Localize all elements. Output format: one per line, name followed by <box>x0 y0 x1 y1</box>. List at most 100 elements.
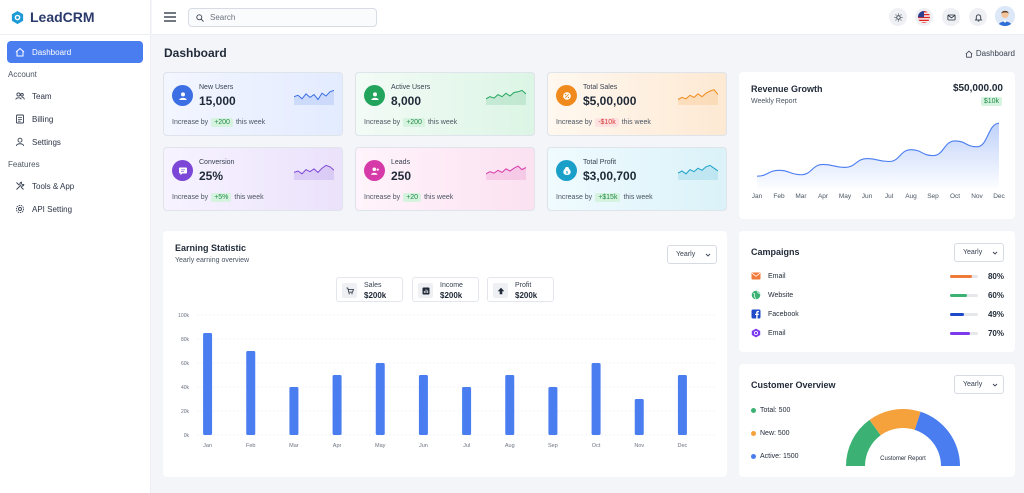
period-select[interactable]: Yearly <box>667 245 717 264</box>
sidebar-item-dashboard[interactable]: Dashboard <box>7 41 143 63</box>
x-tick-label: Mar <box>289 443 299 449</box>
icon-badge <box>364 160 385 181</box>
x-tick-label: Apr <box>333 443 342 449</box>
sparkline-area <box>678 165 718 180</box>
search-input[interactable] <box>210 13 370 22</box>
sparkline-area <box>294 90 334 105</box>
bar <box>462 387 472 435</box>
stat-footer-prefix: Increase by <box>172 194 209 201</box>
active-users-icon <box>370 91 379 100</box>
summary-value: $200k <box>515 291 538 300</box>
progress-track <box>950 332 978 335</box>
notifications-button[interactable] <box>969 8 987 26</box>
icon-badge <box>172 85 193 106</box>
y-tick-label: 80k <box>181 337 190 343</box>
stat-card-active-users[interactable]: Active Users 8,000 Increase by +200 this wee… <box>355 72 535 136</box>
stat-footer: Increase by +$15k this week <box>556 193 653 202</box>
sparkline-line <box>294 89 334 101</box>
sidebar-item-label: Tools & App <box>32 181 75 191</box>
campaign-row: Email 70% <box>751 328 1004 340</box>
sparkline-area <box>294 165 334 180</box>
delta-badge: +$15k <box>595 193 621 202</box>
stat-card-conversion[interactable]: Conversion 25% Increase by +5% this week <box>163 147 343 211</box>
campaign-percent: 70% <box>987 329 1004 338</box>
sidebar-item-label: Billing <box>32 114 54 124</box>
icon-badge <box>556 85 577 106</box>
breadcrumb[interactable]: Dashboard <box>965 49 1015 58</box>
campaign-label: Website <box>768 292 794 299</box>
stat-card-new-users[interactable]: New Users 15,000 Increase by +200 this week <box>163 72 343 136</box>
y-tick-label: 20k <box>181 409 190 415</box>
divider <box>0 34 151 35</box>
x-tick-label: May <box>839 193 852 200</box>
campaign-percent: 49% <box>987 310 1004 319</box>
topbar <box>152 0 1024 35</box>
stat-footer: Increase by +5% this week <box>172 193 264 202</box>
progress-track <box>950 294 978 297</box>
bar <box>677 375 687 435</box>
sparkline-line <box>486 165 526 175</box>
delta-badge: +200 <box>211 118 233 127</box>
legend-item-active: Active: 1500 <box>751 453 799 460</box>
stat-card-total-sales[interactable]: Total Sales $5,00,000 Increase by -$10k this… <box>547 72 727 136</box>
sidebar-item-team[interactable]: Team <box>7 85 143 107</box>
stat-footer-suffix: this week <box>623 194 653 201</box>
sidebar-item-tools[interactable]: Tools & App <box>7 175 143 197</box>
x-tick-label: Oct <box>592 443 601 449</box>
home-icon <box>15 47 25 57</box>
period-select[interactable]: Yearly <box>954 375 1004 394</box>
email-icon <box>751 328 761 338</box>
home-icon <box>965 50 973 58</box>
stat-label: Leads <box>391 159 411 166</box>
sidebar: LeadCRM Dashboard Account Team Billing S… <box>0 0 151 493</box>
theme-toggle-button[interactable] <box>889 8 907 26</box>
x-tick-label: Aug <box>505 443 515 449</box>
y-tick-label: 0k <box>184 433 190 439</box>
avatar[interactable] <box>995 6 1015 26</box>
bar <box>332 375 342 435</box>
x-tick-label: Aug <box>905 193 917 200</box>
y-tick-label: 100k <box>178 313 189 319</box>
chevron-down-icon <box>992 251 998 255</box>
page-title: Dashboard <box>164 46 227 60</box>
stat-card-leads[interactable]: Leads 250 Increase by +20 this week <box>355 147 535 211</box>
menu-icon[interactable] <box>164 12 176 22</box>
sidebar-item-settings[interactable]: Settings <box>7 131 143 153</box>
sparkline-line <box>678 164 718 175</box>
progress-track <box>950 275 978 278</box>
x-tick-label: Sep <box>927 193 939 200</box>
stat-label: Conversion <box>199 159 235 166</box>
x-tick-label: Sep <box>548 443 558 449</box>
revenue-area-chart: Jan Feb Mar Apr May Jun Jul Aug Sep Oct Nov Dec <box>752 122 1006 200</box>
breadcrumb-label: Dashboard <box>975 49 1015 58</box>
revenue-badge: $10k <box>980 97 1002 106</box>
app-name: LeadCRM <box>30 9 95 25</box>
messages-button[interactable] <box>942 8 960 26</box>
cart-icon <box>342 283 357 298</box>
period-select[interactable]: Yearly <box>954 243 1004 262</box>
earning-bar-chart: 0k 20k 40k 60k 80k 100k Jan Feb Mar Apr May Jun Jul A… <box>178 313 715 449</box>
sidebar-item-label: Settings <box>32 137 61 147</box>
x-tick-label: Dec <box>993 193 1005 200</box>
user-avatar-icon <box>995 6 1015 26</box>
legend-dot <box>751 431 756 436</box>
sidebar-item-api-setting[interactable]: API Setting <box>7 198 143 220</box>
card-subtitle: Weekly Report <box>751 98 797 105</box>
stat-footer-suffix: this week <box>621 119 651 126</box>
sidebar-item-billing[interactable]: Billing <box>7 108 143 130</box>
summary-income: Income $200k <box>412 277 479 302</box>
search-box[interactable] <box>188 8 377 27</box>
stat-card-total-profit[interactable]: $ Total Profit $3,00,700 Increase by +$15k th… <box>547 147 727 211</box>
total-sales-icon <box>562 91 571 100</box>
card-title: Revenue Growth <box>751 84 823 94</box>
stat-label: Total Sales <box>583 84 618 91</box>
campaign-percent: 80% <box>987 272 1004 281</box>
stat-footer: Increase by +200 this week <box>172 118 265 127</box>
language-button[interactable] <box>915 8 933 26</box>
logo[interactable]: LeadCRM <box>10 8 95 26</box>
campaign-label: Email <box>768 330 786 337</box>
stat-footer-suffix: this week <box>235 119 266 126</box>
stat-footer-suffix: this week <box>234 194 264 201</box>
x-tick-label: Dec <box>678 443 688 449</box>
new-users-icon <box>178 91 187 100</box>
